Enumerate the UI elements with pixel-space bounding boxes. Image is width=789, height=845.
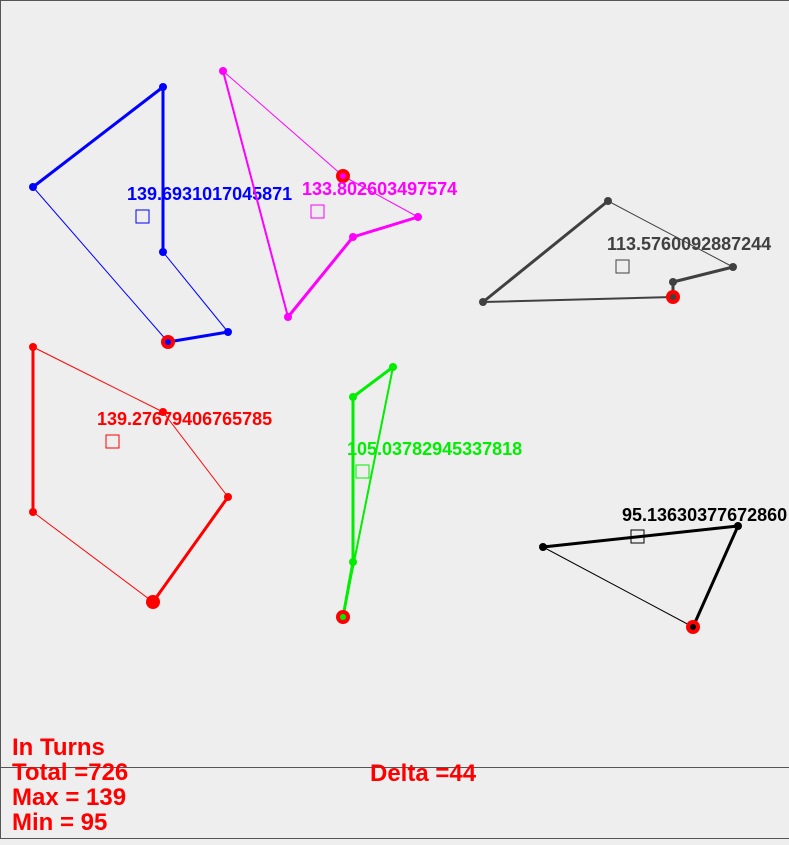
polygon-red-label: 139.27679406765785 <box>97 409 272 429</box>
polygon-blue-vertex[interactable] <box>159 248 167 256</box>
polygon-red-edge[interactable] <box>151 495 230 604</box>
polygon-magenta-vertex[interactable] <box>340 173 346 179</box>
polygon-magenta-edge[interactable] <box>222 70 289 318</box>
polygon-black-edge[interactable] <box>691 524 740 629</box>
polygon-gray[interactable]: 113.5760092887244 <box>479 197 771 306</box>
polygon-blue-edge[interactable] <box>166 330 230 344</box>
polygon-gray-vertex[interactable] <box>669 278 677 286</box>
max-text: Max = 139 <box>12 784 126 811</box>
polygon-gray-vertex[interactable] <box>604 197 612 205</box>
polygon-red[interactable]: 139.27679406765785 <box>29 343 272 609</box>
polygon-green-vertex[interactable] <box>349 558 357 566</box>
polygon-black-edge[interactable] <box>541 524 740 549</box>
polygon-red-edge[interactable] <box>32 346 164 413</box>
mode-text: In Turns <box>12 734 105 761</box>
polygon-magenta-vertex[interactable] <box>219 67 227 75</box>
polygon-gray-vertex[interactable] <box>670 294 676 300</box>
polygon-black-vertex[interactable] <box>734 522 742 530</box>
polygon-gray-vertex[interactable] <box>479 298 487 306</box>
polygon-red-vertex[interactable] <box>150 599 156 605</box>
polygon-blue-vertex[interactable] <box>29 183 37 191</box>
polygon-red-vertex[interactable] <box>29 343 37 351</box>
centroid-square-icon <box>615 259 630 274</box>
total-text: Total =726 <box>12 759 128 786</box>
polygon-blue-edge[interactable] <box>31 85 165 189</box>
delta-text: Delta =44 <box>370 760 477 787</box>
polygon-gray-label: 113.5760092887244 <box>607 234 771 254</box>
polygon-magenta[interactable]: 133.802603497574 <box>219 67 457 321</box>
polygon-blue-vertex[interactable] <box>224 328 232 336</box>
polygon-magenta-vertex[interactable] <box>284 313 292 321</box>
centroid-square-icon <box>105 434 120 449</box>
polygon-magenta-edge[interactable] <box>286 235 355 319</box>
polygon-blue-vertex[interactable] <box>165 339 171 345</box>
centroid-square-icon <box>310 204 325 219</box>
polygon-green-vertex[interactable] <box>340 614 346 620</box>
polygon-green-vertex[interactable] <box>389 363 397 371</box>
centroid-square-icon <box>355 464 370 479</box>
polygon-black-vertex[interactable] <box>539 543 547 551</box>
polygon-red-vertex[interactable] <box>29 508 37 516</box>
polygon-magenta-vertex[interactable] <box>349 233 357 241</box>
polygon-green-vertex[interactable] <box>349 393 357 401</box>
polygon-blue[interactable]: 139.6931017045871 <box>29 83 292 349</box>
polygon-green[interactable]: 105.03782945337818 <box>336 363 522 624</box>
polygon-black-edge[interactable] <box>542 546 694 628</box>
polygon-red-vertex[interactable] <box>159 408 167 416</box>
polygon-gray-edge[interactable] <box>671 265 735 284</box>
polygon-gray-edge[interactable] <box>607 200 734 268</box>
polygon-black-vertex[interactable] <box>690 624 696 630</box>
polygon-gray-edge[interactable] <box>482 296 674 303</box>
polygon-blue-label: 139.6931017045871 <box>127 184 292 204</box>
polygon-blue-edge[interactable] <box>162 251 229 333</box>
polygon-magenta-edge[interactable] <box>351 215 420 239</box>
polygon-red-edge[interactable] <box>162 411 229 498</box>
polygon-black[interactable]: 95.13630377672860 <box>539 505 787 634</box>
polygon-magenta-edge[interactable] <box>222 70 344 177</box>
centroid-square-icon <box>135 209 150 224</box>
polygon-red-vertex[interactable] <box>224 493 232 501</box>
polygon-green-edge[interactable] <box>351 365 395 399</box>
polygon-green-label: 105.03782945337818 <box>347 439 522 459</box>
centroid-square-icon <box>630 529 645 544</box>
polygon-gray-edge[interactable] <box>481 199 610 304</box>
polygon-red-edge[interactable] <box>32 511 154 603</box>
polygon-black-label: 95.13630377672860 <box>622 505 787 525</box>
polygon-blue-vertex[interactable] <box>159 83 167 91</box>
polygon-gray-vertex[interactable] <box>729 263 737 271</box>
polygon-blue-edge[interactable] <box>32 186 169 343</box>
polygon-green-edge[interactable] <box>342 366 394 618</box>
polygon-magenta-edge[interactable] <box>342 175 419 218</box>
polygon-magenta-vertex[interactable] <box>414 213 422 221</box>
min-text: Min = 95 <box>12 809 107 836</box>
polygon-magenta-label: 133.802603497574 <box>302 179 457 199</box>
